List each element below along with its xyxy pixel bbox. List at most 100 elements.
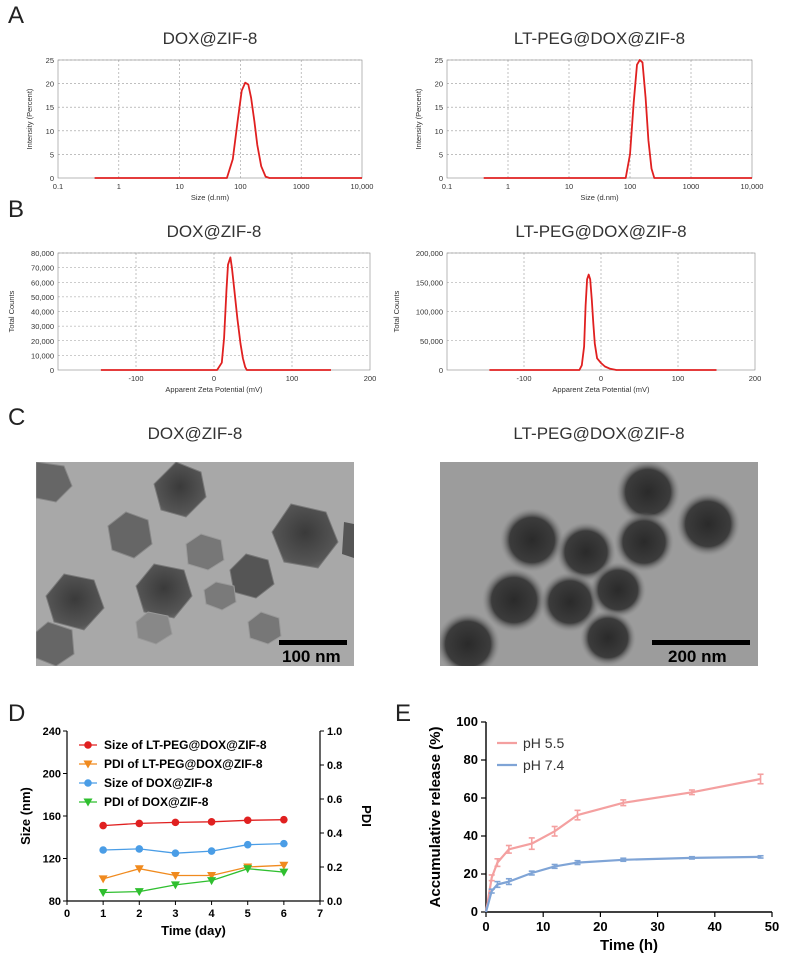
D-ytick-label: 200 xyxy=(43,769,61,781)
panel-letter-a: A xyxy=(8,2,25,29)
B-left-ytick-label: 30,000 xyxy=(31,322,54,331)
A-left-xtick-label: 0.1 xyxy=(53,182,63,191)
B-right-xtick-label: 100 xyxy=(672,374,685,383)
B-left-ytick-label: 20,000 xyxy=(31,337,54,346)
B-right-ytick-label: 100,000 xyxy=(416,308,443,317)
E-xtick-label: 10 xyxy=(536,919,550,934)
tem-left-scale-label: 100 nm xyxy=(282,647,341,666)
D-series-line xyxy=(103,842,284,854)
A-left-ytick-label: 20 xyxy=(46,80,54,89)
A-right-frame xyxy=(446,59,753,179)
E-xtick-label: 30 xyxy=(650,919,664,934)
B-right-ytick-label: 150,000 xyxy=(416,278,443,287)
tem-left-particles xyxy=(36,462,354,666)
D-xtick-label: 2 xyxy=(136,908,142,920)
E-legend-label: pH 7.4 xyxy=(523,757,564,773)
E-ytick-label: 60 xyxy=(464,790,478,805)
D-series-line xyxy=(102,864,284,880)
B-right-series-line xyxy=(489,273,717,371)
A-right-xtick-label: 100 xyxy=(624,182,637,191)
D-series-line xyxy=(103,819,284,827)
E-series-line xyxy=(484,777,761,913)
D-marker xyxy=(171,818,180,827)
E-xtick-label: 0 xyxy=(482,919,489,934)
E-ytick-label: 100 xyxy=(456,714,478,729)
D-x-axis-label: Time (day) xyxy=(161,923,226,938)
D-marker xyxy=(134,888,144,897)
tem-left-title: DOX@ZIF-8 xyxy=(147,424,243,443)
A-right-ytick-label: 25 xyxy=(435,56,443,65)
B-left-ytick-label: 10,000 xyxy=(31,351,54,360)
D-y2tick-label: 0.6 xyxy=(327,794,342,806)
A-right-x-axis-label: Size (d.nm) xyxy=(580,193,619,202)
D-y-axis-label: Size (nm) xyxy=(18,787,33,845)
B-right-x-axis-label: Apparent Zeta Potential (mV) xyxy=(552,385,650,394)
B-right-y-axis-label: Total Counts xyxy=(392,290,401,332)
A-left-series-line xyxy=(94,81,362,179)
E-y-axis-label: Accumulative release (%) xyxy=(427,727,444,908)
D-ytick-label: 80 xyxy=(49,896,61,908)
D-marker xyxy=(207,872,217,880)
tem-right-title: LT-PEG@DOX@ZIF-8 xyxy=(513,424,685,443)
D-marker xyxy=(280,839,288,848)
A-right-xtick-label: 10,000 xyxy=(741,182,764,191)
A-right-series-line xyxy=(483,59,752,179)
E-ytick-label: 0 xyxy=(471,904,478,919)
panel-letter-d: D xyxy=(8,700,26,727)
D-y2tick-label: 0.8 xyxy=(327,760,342,772)
A-right-y-axis-label: Intensity (Percent) xyxy=(414,88,423,149)
A-left-ytick-label: 25 xyxy=(46,56,54,65)
D-legend-label: PDI of LT-PEG@DOX@ZIF-8 xyxy=(104,757,263,771)
A-left-xtick-label: 1000 xyxy=(293,182,310,191)
A-left-frame xyxy=(57,59,363,179)
E-ytick-label: 20 xyxy=(464,866,478,881)
panel-letter-c: C xyxy=(8,404,26,431)
D-y2tick-label: 1.0 xyxy=(327,726,342,738)
A-left-ytick-label: 0 xyxy=(50,174,54,183)
D-legend-label: Size of LT-PEG@DOX@ZIF-8 xyxy=(104,738,267,752)
B-left-ytick-label: 70,000 xyxy=(31,264,54,273)
B-right-ytick-label: 50,000 xyxy=(420,337,443,346)
D-marker xyxy=(170,881,180,890)
B-right-title: LT-PEG@DOX@ZIF-8 xyxy=(515,222,686,241)
D-xtick-label: 7 xyxy=(317,908,323,920)
D-y2tick-label: 0.2 xyxy=(327,862,342,874)
B-left-ytick-label: 80,000 xyxy=(31,249,54,258)
panel-letter-e: E xyxy=(395,700,412,727)
B-left-x-axis-label: Apparent Zeta Potential (mV) xyxy=(165,385,263,394)
A-left-x-axis-label: Size (d.nm) xyxy=(191,193,230,202)
A-right-xtick-label: 1000 xyxy=(683,182,700,191)
D-marker xyxy=(279,868,289,877)
D-y2tick-label: 0.0 xyxy=(327,896,342,908)
D-marker xyxy=(135,845,144,853)
A-left-xtick-label: 10,000 xyxy=(351,182,374,191)
tem-image-dox-zif8: 100 nm xyxy=(36,462,354,666)
A-left-xtick-label: 1 xyxy=(117,182,121,191)
tem-image-lt-peg-dox-zif8: 200 nm xyxy=(440,462,758,666)
B-left-y-axis-label: Total Counts xyxy=(7,290,16,332)
tem-right-particles xyxy=(440,462,740,666)
A-left-title: DOX@ZIF-8 xyxy=(163,29,258,48)
D-xtick-label: 3 xyxy=(172,908,178,920)
D-series-line xyxy=(103,868,284,894)
B-left-ytick-label: 0 xyxy=(50,366,54,375)
D-marker xyxy=(243,865,253,874)
E-x-axis-label: Time (h) xyxy=(600,937,658,954)
A-right-xtick-label: 10 xyxy=(565,182,573,191)
D-legend-marker xyxy=(84,779,92,787)
D-marker xyxy=(99,846,107,854)
A-right-ytick-label: 15 xyxy=(435,103,443,112)
B-right-frame xyxy=(446,252,756,371)
tem-right-scale-bar xyxy=(652,640,750,645)
D-ytick-label: 120 xyxy=(43,854,61,866)
E-ytick-label: 40 xyxy=(464,828,478,843)
B-left-xtick-label: 200 xyxy=(364,374,377,383)
B-left-xtick-label: 0 xyxy=(212,374,216,383)
B-left-xtick-label: -100 xyxy=(128,374,143,383)
B-right-xtick-label: 200 xyxy=(749,374,762,383)
D-marker xyxy=(207,818,216,826)
A-right-ytick-label: 5 xyxy=(439,150,443,159)
B-left-ytick-label: 40,000 xyxy=(31,308,54,317)
D-legend-marker xyxy=(84,741,92,749)
